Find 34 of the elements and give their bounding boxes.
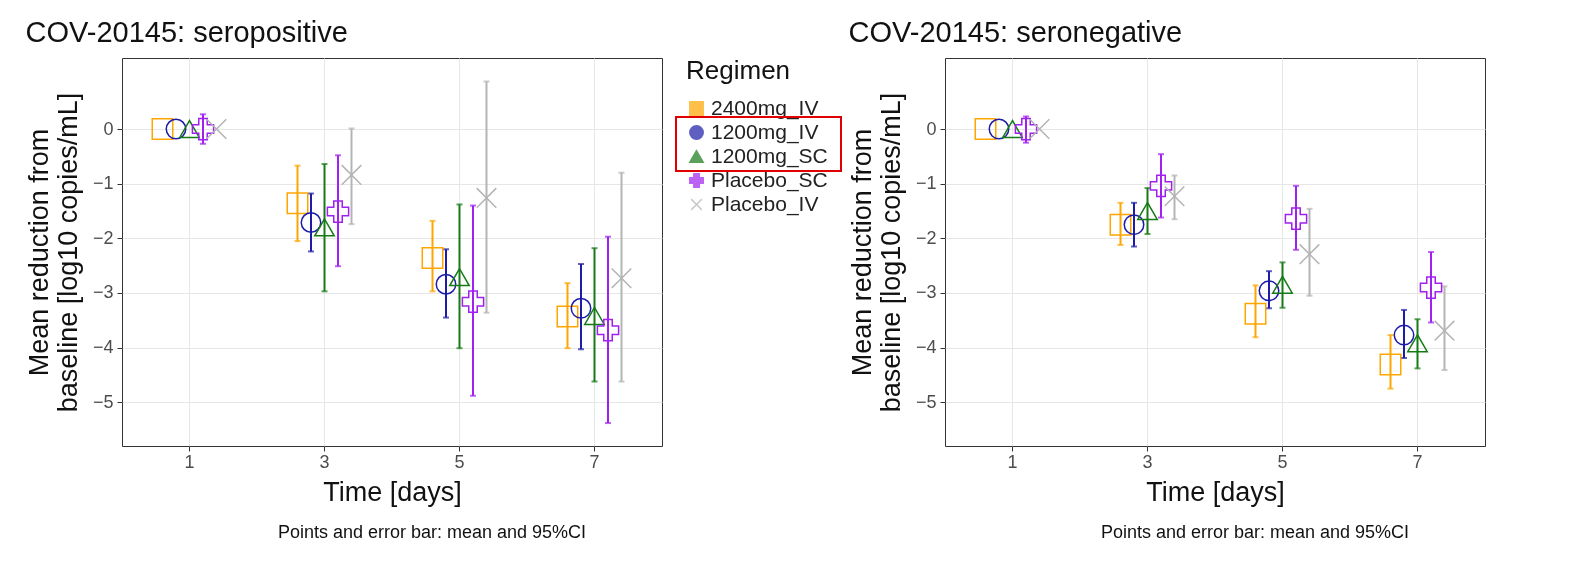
x-tick-label: 7: [1412, 451, 1423, 472]
y-tick-label: −5: [92, 391, 114, 412]
y-tick-label: −4: [915, 337, 937, 358]
text: Points and error bar: mean and 95%CI: [277, 522, 587, 542]
y-tick-label: −3: [915, 282, 937, 303]
legend-label: 2400mg_IV: [711, 95, 819, 120]
x-tick-label: 1: [184, 451, 195, 472]
y-tick-label: 0: [926, 118, 937, 139]
x-tick-label: 7: [589, 451, 600, 472]
x-tick-label: 3: [1142, 451, 1153, 472]
y-tick-label: −2: [92, 227, 114, 248]
x-tick-label: 1: [1007, 451, 1018, 472]
legend-label: Placebo_SC: [711, 167, 828, 192]
text: Points and error bar: mean and 95%CI: [1100, 522, 1410, 542]
y-axis-title: Mean reduction from baseline [log10 copies/mL]: [23, 92, 83, 413]
y-axis-title: Mean reduction from baseline [log10 copies/mL]: [846, 92, 906, 413]
y-tick-label: −3: [92, 282, 114, 303]
y-tick-label: −1: [92, 173, 114, 194]
y-tick-label: −2: [915, 227, 937, 248]
x-axis-title: Time [days]: [1146, 476, 1285, 507]
x-tick-label: 3: [319, 451, 330, 472]
x-tick-label: 5: [454, 451, 465, 472]
y-tick-label: −5: [915, 391, 937, 412]
x-axis-title: Time [days]: [323, 476, 462, 507]
legend-label: 1200mg_SC: [711, 143, 828, 168]
x-tick-label: 5: [1277, 451, 1288, 472]
chart-title: COV-20145: seropositive: [25, 16, 348, 48]
legend-label: Placebo_IV: [711, 191, 819, 216]
y-tick-label: −1: [915, 173, 937, 194]
y-tick-label: 0: [103, 118, 114, 139]
legend-label: 1200mg_IV: [711, 119, 819, 144]
legend-title: Regimen: [686, 55, 791, 85]
y-tick-label: −4: [92, 337, 114, 358]
chart-title: COV-20145: seronegative: [848, 16, 1183, 48]
